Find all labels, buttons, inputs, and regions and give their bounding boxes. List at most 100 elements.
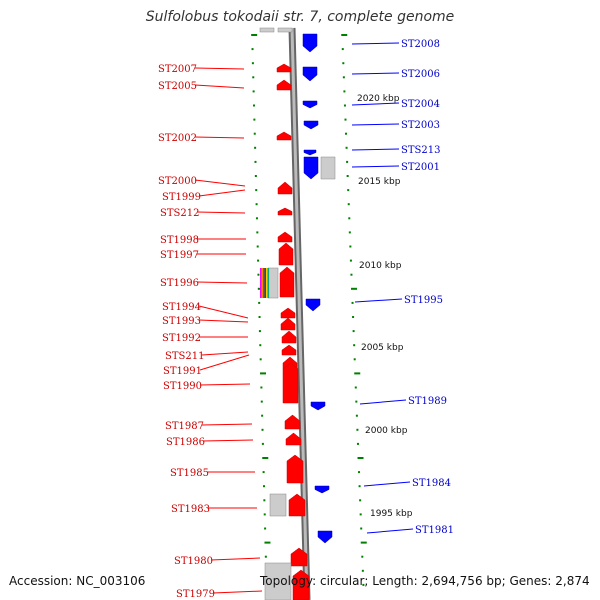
tick-left: [252, 90, 255, 93]
forward-gene-arrow: [286, 454, 304, 484]
reverse-gene-arrow: [302, 100, 318, 109]
gene-label-st1994: ST1994: [162, 302, 201, 313]
gene-label-st1997: ST1997: [160, 250, 199, 261]
tick-right: [354, 386, 357, 389]
forward-gene-arrow: [279, 266, 295, 298]
tick-right: [353, 344, 356, 347]
reverse-gene-arrow: [305, 298, 321, 312]
tick-right: [360, 527, 363, 530]
forward-gene-arrow: [280, 307, 296, 319]
genome-backbone-highlight: [290, 27, 309, 600]
tick-right: [345, 132, 348, 135]
tick-left: [253, 132, 256, 135]
gene-label-st2007: ST2007: [158, 64, 197, 75]
tick-left: [254, 160, 257, 163]
tick-right: [344, 118, 347, 121]
tick-right: [349, 259, 352, 262]
leader-line-right: [351, 123, 400, 126]
tick-left: [258, 316, 261, 318]
gene-label-st1983: ST1983: [171, 504, 210, 515]
leader-line-left: [201, 423, 253, 426]
tick-right: [342, 62, 345, 65]
leader-line-left: [194, 67, 245, 70]
gene-label-st2005: ST2005: [158, 81, 197, 92]
reverse-gene-arrow: [314, 485, 330, 494]
other-feature-block: [277, 27, 293, 33]
forward-gene-arrow: [281, 330, 297, 344]
reverse-gene-arrow: [303, 156, 319, 180]
gene-label-st1980: ST1980: [174, 556, 213, 567]
tick-left: [262, 471, 265, 474]
gene-label-st1981: ST1981: [415, 525, 454, 536]
forward-gene-arrow: [288, 493, 306, 517]
forward-gene-arrow: [277, 207, 293, 216]
tick-left: [252, 76, 255, 79]
forward-gene-arrow: [277, 181, 293, 195]
tick-right: [350, 273, 353, 276]
forward-gene-arrow: [292, 569, 310, 600]
gene-label-st1996: ST1996: [160, 278, 199, 289]
label-leaders: [194, 42, 414, 594]
tick-left: [261, 428, 264, 431]
gene-label-st1986: ST1986: [166, 437, 205, 448]
tick-right: [356, 442, 359, 445]
kbp-label: 2005 kbp: [361, 343, 404, 353]
tick-left: [256, 245, 259, 248]
tick-right: [355, 400, 358, 403]
tick-right: [352, 316, 355, 318]
tick-right: [350, 287, 357, 290]
genome-summary-text: Topology: circular; Length: 2,694,756 bp…: [260, 574, 590, 588]
other-feature-block: [264, 562, 292, 600]
tick-right: [342, 76, 345, 79]
tick-left: [260, 372, 267, 375]
tick-left: [254, 175, 257, 177]
leader-line-left: [210, 557, 261, 561]
tick-left: [253, 104, 256, 107]
leader-line-right: [351, 148, 400, 151]
gene-label-st1989: ST1989: [408, 396, 447, 407]
tick-right: [359, 513, 362, 516]
tick-left: [255, 203, 258, 206]
rna-stripe: [266, 268, 268, 298]
tick-left: [264, 555, 267, 558]
tick-right: [353, 358, 356, 361]
forward-gene-arrow: [276, 63, 292, 73]
other-feature-block: [320, 156, 336, 180]
reverse-gene-arrow: [303, 149, 317, 156]
gene-label-st2000: ST2000: [158, 176, 197, 187]
reverse-gene-arrow: [302, 66, 318, 82]
tick-right: [359, 499, 362, 502]
tick-right: [361, 569, 364, 572]
leader-line-right: [351, 72, 400, 75]
tick-left: [251, 62, 254, 65]
reverse-gene-arrow: [303, 120, 319, 130]
tick-right: [361, 555, 364, 558]
tick-left: [258, 330, 261, 333]
map-title: Sulfolobus tokodaii str. 7, complete gen…: [145, 9, 455, 25]
leader-line-left: [198, 189, 246, 197]
tick-left: [262, 457, 269, 459]
gene-label-st1985: ST1985: [170, 468, 209, 479]
rna-stripe: [260, 268, 262, 298]
tick-right: [352, 330, 355, 333]
gene-label-sts211: STS211: [165, 351, 204, 362]
gene-label-st2003: ST2003: [401, 120, 440, 131]
rna-stripe: [267, 268, 270, 298]
tick-left: [262, 485, 265, 488]
tick-right: [358, 471, 361, 474]
accession-text: Accession: NC_003106: [9, 574, 146, 588]
forward-gene-arrow: [278, 242, 294, 266]
gene-label-st2008: ST2008: [401, 39, 440, 50]
gene-label-st1987: ST1987: [165, 421, 204, 432]
tick-left: [254, 146, 257, 149]
gene-label-st2001: ST2001: [401, 162, 440, 173]
leader-line-right: [351, 102, 400, 106]
ticks-right: [341, 34, 367, 586]
leader-line-left: [196, 211, 246, 214]
forward-gene-arrow: [284, 414, 301, 430]
tick-right: [341, 34, 348, 36]
other-feature-block: [269, 493, 287, 517]
leader-line-right: [351, 42, 400, 45]
tick-right: [355, 414, 358, 417]
tick-right: [343, 104, 346, 107]
